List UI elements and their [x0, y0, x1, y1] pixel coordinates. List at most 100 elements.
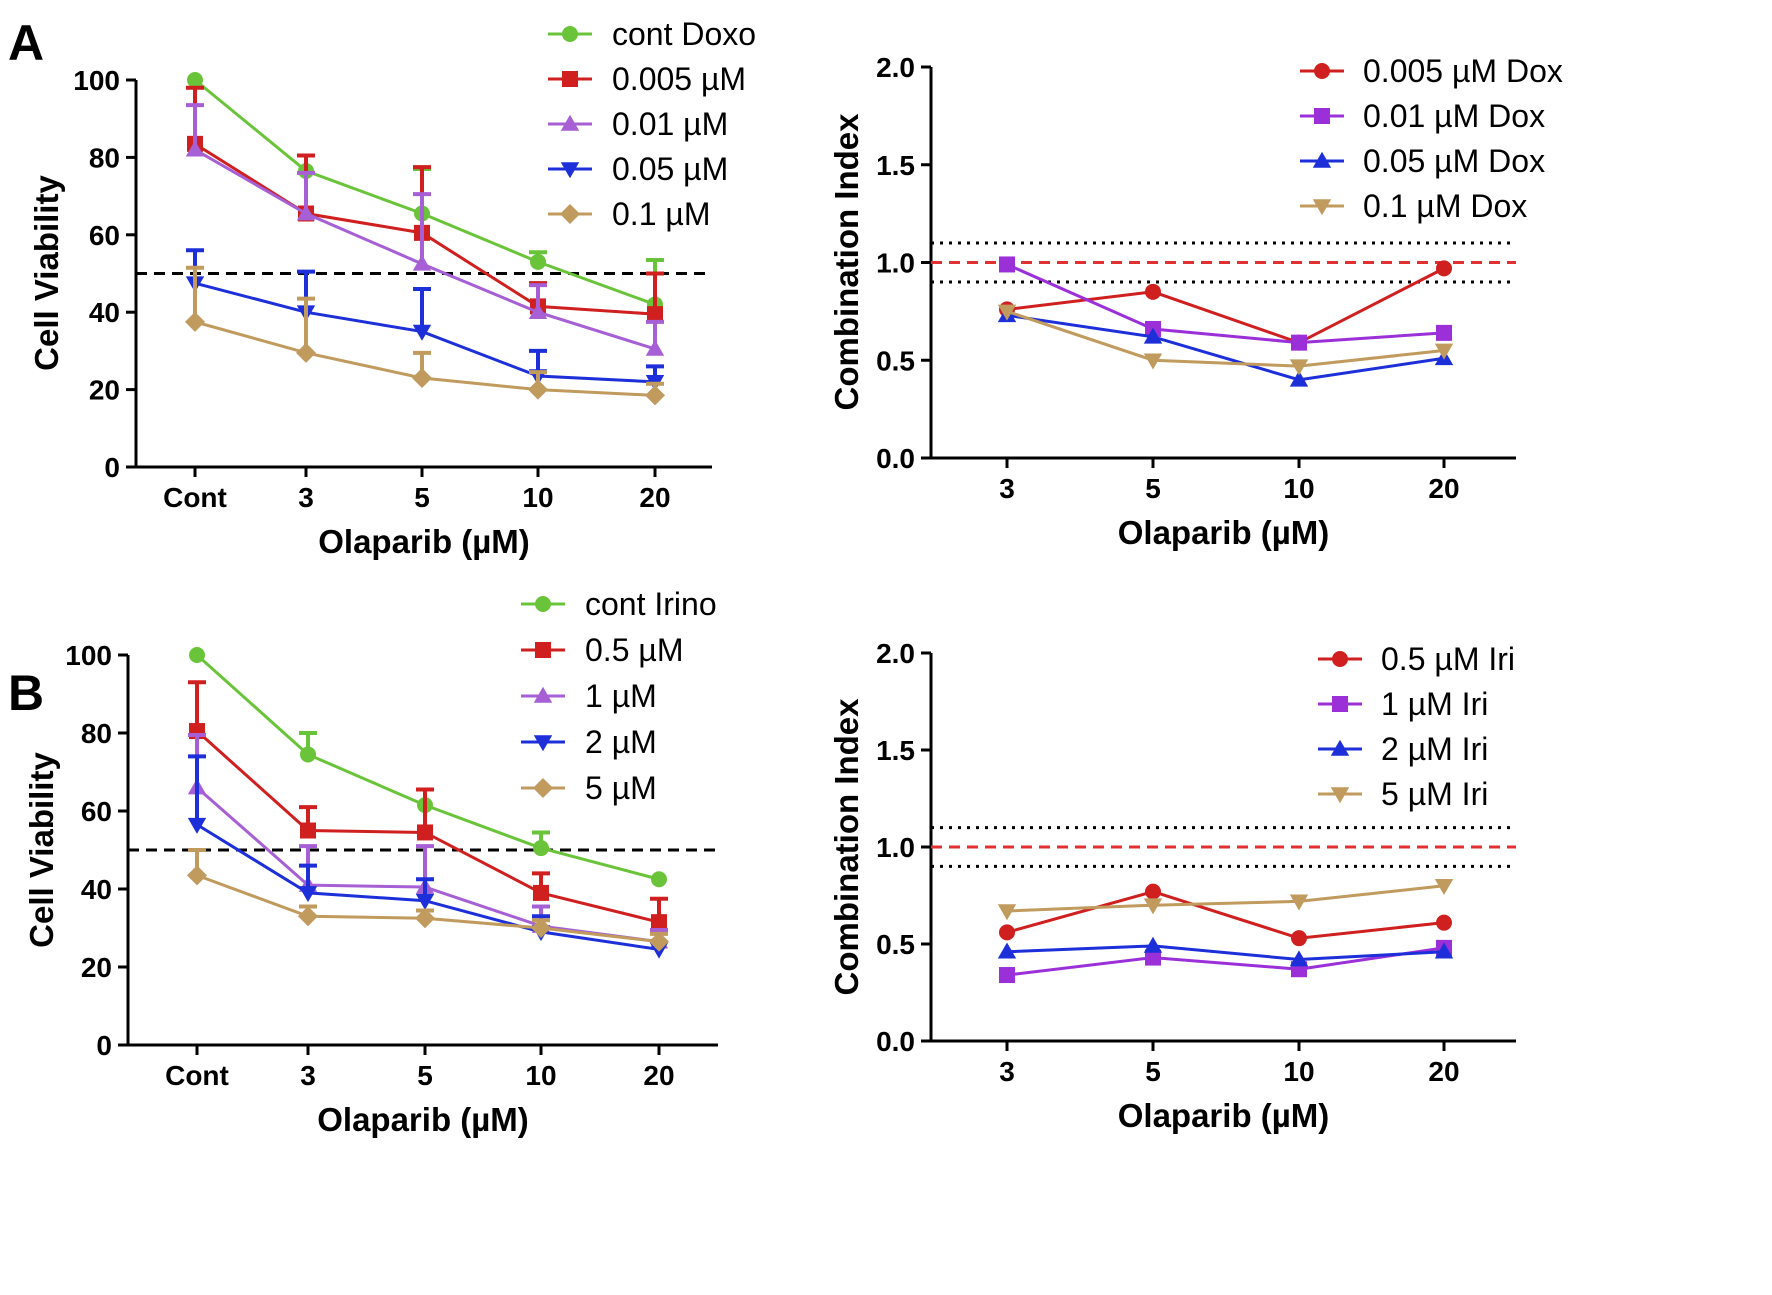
series-line — [1006, 890, 1445, 940]
data-point — [1145, 883, 1161, 900]
data-point — [651, 914, 667, 931]
series-3 — [997, 936, 1454, 967]
legend-marker — [562, 26, 578, 42]
data-point — [1143, 936, 1163, 953]
data-point — [300, 746, 316, 763]
series-4 — [997, 304, 1454, 376]
data-point — [300, 822, 316, 839]
series-5 — [187, 848, 669, 952]
data-point — [187, 817, 207, 834]
legend-marker — [533, 686, 553, 703]
data-point — [1143, 327, 1163, 344]
data-point — [1291, 930, 1307, 947]
data-point — [649, 931, 669, 952]
y-tick-label: 0.5 — [876, 345, 915, 376]
panel-label-b: B — [8, 665, 44, 721]
data-point — [296, 204, 316, 221]
chart-2: 0.0 0.5 1.0 1.5 2.0 3 5 10 20 Olaparib (µM) Combin… — [828, 52, 1563, 551]
data-point — [412, 324, 432, 341]
series-line — [1006, 944, 1445, 962]
data-point — [647, 306, 663, 323]
data-point — [1145, 949, 1161, 966]
x-tick-label: 10 — [1283, 1056, 1314, 1087]
y-tick-label: 60 — [81, 796, 112, 827]
data-point — [528, 379, 548, 400]
x-tick-label: 5 — [414, 482, 430, 513]
series-3 — [185, 103, 665, 356]
y-tick-label: 0.5 — [876, 929, 915, 960]
chart-1: 0 20 40 60 80 100 Cont 3 5 10 20 Olaparib (µM) Cell … — [28, 16, 756, 560]
data-point — [298, 906, 318, 927]
series-4 — [997, 879, 1454, 921]
data-point — [1143, 898, 1163, 915]
legend-entry: 0.01 µM — [612, 106, 728, 142]
y-tick-label: 40 — [81, 874, 112, 905]
x-tick-label: 3 — [999, 473, 1015, 504]
legend-marker — [1332, 696, 1348, 712]
legend-entry: 1 µM — [585, 678, 657, 714]
data-point — [1434, 879, 1454, 895]
legend-entry: 5 µM Iri — [1381, 776, 1488, 812]
y-tick-label: 2.0 — [876, 52, 915, 83]
data-point — [645, 385, 665, 406]
y-tick-label: 1.0 — [876, 248, 915, 279]
legend-entry: 1 µM Iri — [1381, 686, 1488, 722]
data-point — [1291, 334, 1307, 351]
y-tick-label: 60 — [89, 220, 120, 251]
y-tick-label: 1.0 — [876, 832, 915, 863]
data-point — [417, 824, 433, 841]
data-point — [412, 367, 432, 388]
legend-entry: 5 µM — [585, 770, 657, 806]
data-point — [997, 304, 1017, 321]
data-point — [1289, 359, 1309, 376]
series-line — [1006, 267, 1445, 345]
x-tick-label: 5 — [1145, 1056, 1161, 1087]
chart-3: 0 20 40 60 80 100 Cont 3 5 10 20 Olaparib (µM) Cell … — [23, 586, 718, 1138]
series-2 — [999, 939, 1452, 984]
legend-marker — [535, 596, 551, 612]
x-tick-label: 5 — [1145, 473, 1161, 504]
data-point — [296, 342, 316, 363]
y-tick-label: 1.5 — [876, 150, 915, 181]
y-tick-label: 20 — [89, 375, 120, 406]
data-point — [1289, 950, 1309, 967]
legend-entry: cont Irino — [585, 586, 717, 622]
data-point — [533, 884, 549, 901]
legend-marker — [1330, 787, 1350, 804]
data-point — [997, 942, 1017, 959]
y-tick-label: 1.5 — [876, 735, 915, 766]
x-tick-label: 3 — [300, 1060, 316, 1091]
y-tick-label: 0 — [96, 1030, 112, 1061]
data-point — [1436, 324, 1452, 341]
legend-marker — [1314, 63, 1330, 79]
data-point — [415, 893, 435, 910]
legend-marker — [560, 114, 580, 131]
x-tick-label: 10 — [525, 1060, 556, 1091]
legend-marker — [1332, 651, 1348, 667]
data-point — [997, 904, 1017, 921]
legend-entry: 2 µM — [585, 724, 657, 760]
series-1 — [999, 883, 1452, 947]
series-line — [1006, 309, 1445, 368]
data-point — [185, 140, 205, 157]
legend-entry: cont Doxo — [612, 16, 756, 52]
legend-marker — [560, 162, 580, 179]
y-tick-label: 100 — [73, 65, 120, 96]
x-tick-label: 10 — [522, 482, 553, 513]
series-line — [1006, 884, 1445, 913]
data-point — [999, 924, 1015, 941]
data-point — [412, 254, 432, 271]
data-point — [189, 647, 205, 663]
data-point — [651, 871, 667, 888]
series-4 — [187, 754, 669, 959]
y-tick-label: 20 — [81, 952, 112, 983]
chart-4: 0.0 0.5 1.0 1.5 2.0 3 5 10 20 Olaparib (µM) Combin… — [828, 638, 1516, 1134]
data-point — [187, 72, 203, 88]
x-tick-label: Cont — [165, 1060, 229, 1091]
y-tick-label: 2.0 — [876, 638, 915, 669]
data-point — [1289, 370, 1309, 387]
y-tick-label: 100 — [65, 640, 112, 671]
x-axis-label: Olaparib (µM) — [1118, 1097, 1330, 1134]
data-point — [1436, 260, 1452, 277]
